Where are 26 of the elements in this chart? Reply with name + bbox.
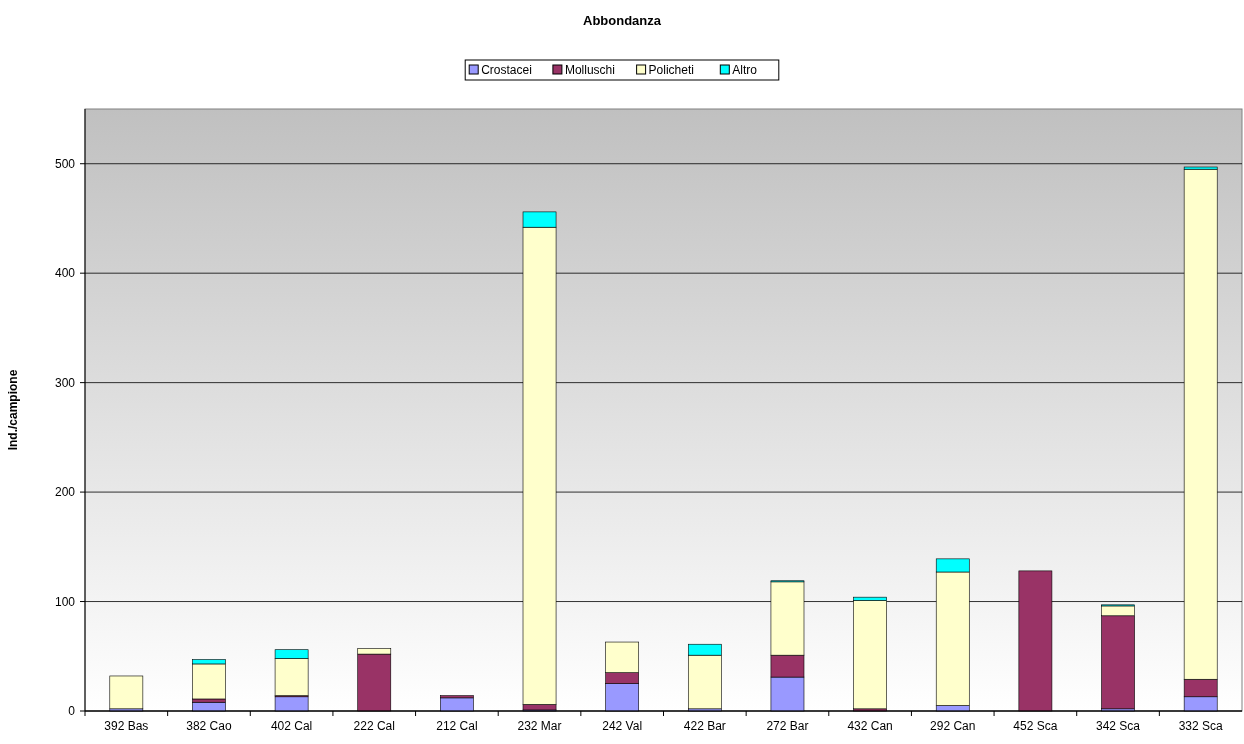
x-tick-label: 382 Cao: [186, 719, 232, 733]
x-tick-label: 242 Val: [602, 719, 643, 733]
x-tick-label: 332 Sca: [1178, 719, 1224, 733]
x-tick-label: 402 Cal: [270, 719, 313, 733]
x-tick-label: 212 Cal: [436, 719, 478, 733]
x-tick-label: 272 Bar: [766, 719, 809, 733]
x-tick-label: 422 Bar: [683, 719, 726, 733]
y-tick-label: 300: [54, 375, 76, 390]
x-tick-label: 232 Mar: [517, 719, 562, 733]
y-tick-label: 100: [54, 594, 76, 609]
legend-label: Crostacei: [481, 63, 532, 77]
chart-title: Abbondanza: [583, 13, 662, 28]
x-tick-label: 392 Bas: [104, 719, 149, 733]
y-tick-label: 0: [68, 704, 76, 719]
y-tick-label: 200: [54, 485, 76, 500]
x-tick-label: 452 Sca: [1013, 719, 1058, 733]
y-tick-label: 500: [54, 156, 76, 171]
legend-label: Altro: [732, 63, 758, 77]
legend-label: Policheti: [648, 63, 694, 77]
y-axis-title: Ind./campione: [6, 369, 20, 451]
x-tick-label: 342 Sca: [1096, 719, 1141, 733]
x-tick-label: 222 Cal: [353, 719, 395, 733]
legend-label: Molluschi: [564, 63, 615, 77]
y-tick-label: 400: [54, 266, 76, 281]
x-tick-label: 292 Can: [930, 719, 976, 733]
x-tick-label: 432 Can: [847, 719, 893, 733]
